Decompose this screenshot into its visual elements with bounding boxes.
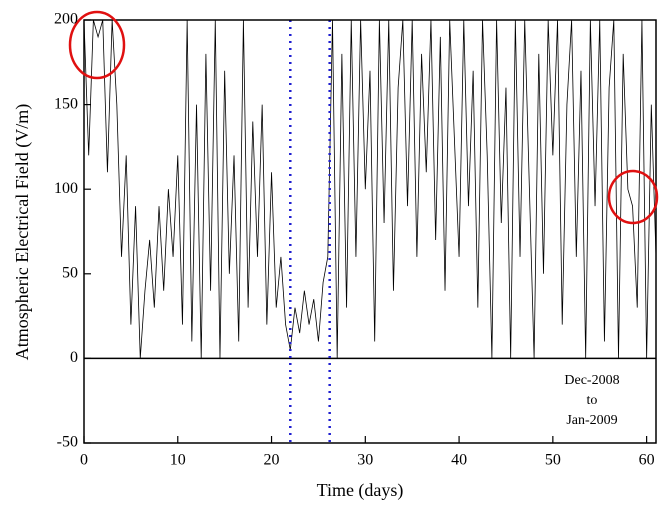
x-tick-label: 10 <box>170 452 186 469</box>
y-tick-label: 150 <box>54 95 78 112</box>
x-tick-label: 0 <box>80 452 88 469</box>
y-tick-label: 100 <box>54 180 78 197</box>
x-tick-label: 50 <box>545 452 561 469</box>
annotation: Dec-2008 <box>564 373 619 388</box>
x-tick-label: 20 <box>264 452 280 469</box>
plot-frame <box>83 19 657 444</box>
y-axis-label: Atmospheric Electrical Field (V/m) <box>12 104 33 360</box>
y-tick-label: 50 <box>62 264 78 281</box>
y-tick-label: 0 <box>70 349 78 366</box>
x-tick-label: 60 <box>639 452 655 469</box>
x-tick-label: 40 <box>451 452 467 469</box>
annotation: to <box>587 393 598 408</box>
y-tick-label: -50 <box>57 434 78 451</box>
data-line <box>83 19 657 359</box>
highlight-circle <box>68 10 126 80</box>
y-tick-label: 200 <box>54 11 78 28</box>
annotation: Jan-2009 <box>566 413 617 428</box>
highlight-circle <box>607 169 659 225</box>
x-tick-label: 30 <box>357 452 373 469</box>
x-axis-label: Time (days) <box>317 480 404 501</box>
